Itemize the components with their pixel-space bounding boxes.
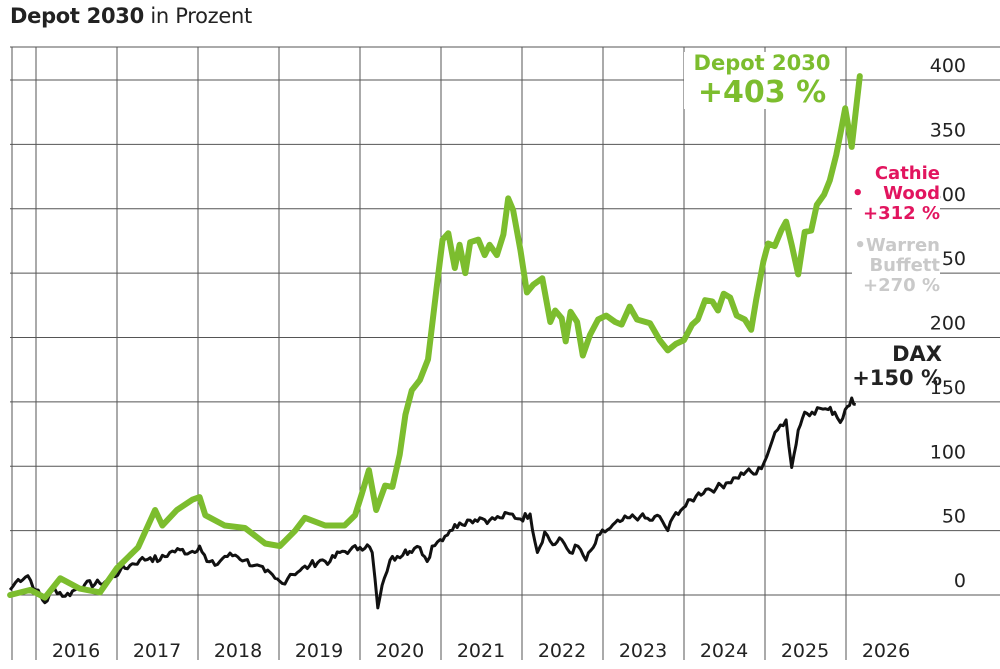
y-tick-label: 50 xyxy=(942,506,966,528)
x-tick-label: 2023 xyxy=(619,640,667,662)
cathie-name-2: Wood xyxy=(883,183,940,205)
depot-2030-line xyxy=(7,73,863,601)
buffett-value: +270 % xyxy=(863,275,940,297)
x-tick-label: 2020 xyxy=(376,640,424,662)
x-tick-label: 2026 xyxy=(862,640,910,662)
y-tick-label: 150 xyxy=(930,377,966,399)
y-tick-label: 0 xyxy=(954,570,966,592)
y-tick-label: 200 xyxy=(930,313,966,335)
x-tick-label: 2017 xyxy=(133,640,181,662)
x-tick-label: 2025 xyxy=(781,640,829,662)
dax-value: +150 % xyxy=(852,365,942,390)
x-tick-label: 2022 xyxy=(538,640,586,662)
cathie-value: +312 % xyxy=(863,203,940,225)
x-tick-label: 2018 xyxy=(214,640,262,662)
dax-annotation: DAX +150 % xyxy=(852,342,942,390)
cathie-bullet: • xyxy=(852,183,864,205)
title-bold: Depot 2030 xyxy=(10,4,144,28)
depot-value: +403 % xyxy=(697,74,827,110)
y-tick-label: 400 xyxy=(930,55,966,77)
y-tick-label: 350 xyxy=(930,119,966,141)
title-rest: in Prozent xyxy=(143,4,252,28)
chart-title: Depot 2030 in Prozent xyxy=(10,4,252,28)
buffett-name-2: Buffett xyxy=(869,255,940,277)
depot-annotation: Depot 2030 +403 % xyxy=(684,51,840,110)
x-tick-label: 2019 xyxy=(295,640,343,662)
dax-label: DAX xyxy=(892,342,942,366)
cathie-annotation: Cathie • Wood +312 % xyxy=(852,163,940,225)
depot-label: Depot 2030 xyxy=(693,51,831,75)
buffett-bullet: • xyxy=(854,235,866,256)
x-tick-label: 2024 xyxy=(700,640,748,662)
x-tick-label: 2016 xyxy=(52,640,100,662)
cathie-name-1: Cathie xyxy=(874,163,940,184)
y-tick-label: 100 xyxy=(930,441,966,463)
dax-line xyxy=(8,396,856,610)
buffett-name-1: Warren xyxy=(865,235,940,256)
buffett-annotation: •Warren Buffett +270 % xyxy=(852,235,940,297)
x-tick-label: 2021 xyxy=(457,640,505,662)
